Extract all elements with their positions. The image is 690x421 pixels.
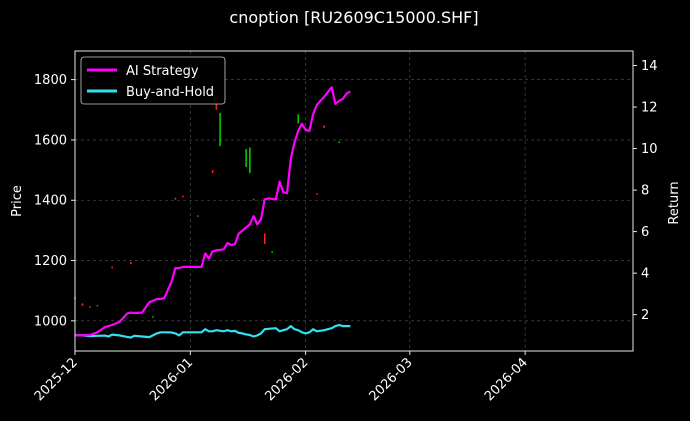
right-tick-label-12: 12 bbox=[641, 101, 658, 116]
legend-label-buy-and-hold: Buy-and-Hold bbox=[126, 85, 214, 100]
price-candle-5 bbox=[130, 262, 132, 265]
x-tick-label-2026-02: 2026-02 bbox=[262, 355, 311, 404]
left-axis-label: Price bbox=[10, 185, 25, 217]
left-tick-label-1000: 1000 bbox=[34, 314, 67, 329]
price-candle-20 bbox=[316, 193, 318, 195]
x-tick-label-2026-01: 2026-01 bbox=[147, 355, 196, 404]
price-candle-18 bbox=[271, 251, 273, 254]
series-lines bbox=[75, 86, 351, 339]
price-candle-10 bbox=[196, 215, 199, 217]
series-line-ai-strategy bbox=[75, 86, 351, 337]
right-tick-label-14: 14 bbox=[641, 59, 658, 74]
price-candle-13 bbox=[219, 112, 221, 146]
x-axis-ticks: 2025-12 2026-01 2026-02 2026-03 2026-04 bbox=[32, 351, 531, 404]
left-axis-ticks: 1000 1200 1400 1600 1800 bbox=[34, 73, 75, 329]
price-candle-8 bbox=[174, 197, 177, 200]
price-candle-16 bbox=[252, 198, 255, 201]
price-candle-22 bbox=[338, 141, 340, 143]
price-candle-12 bbox=[215, 100, 218, 110]
right-axis-ticks: 2 4 6 8 10 12 14 bbox=[633, 59, 658, 323]
price-candle-4 bbox=[111, 266, 113, 269]
chart-title: cnoption [RU2609C15000.SHF] bbox=[229, 8, 478, 27]
left-tick-label-1600: 1600 bbox=[34, 133, 67, 148]
price-candle-15 bbox=[249, 147, 251, 174]
right-axis-label: Return bbox=[667, 181, 682, 224]
plot-frame bbox=[74, 50, 634, 352]
right-tick-label-4: 4 bbox=[641, 267, 649, 282]
x-tick-label-2026-03: 2026-03 bbox=[367, 355, 416, 404]
price-candle-9 bbox=[182, 195, 184, 198]
right-tick-label-10: 10 bbox=[641, 142, 658, 157]
price-candle-3 bbox=[96, 304, 99, 307]
x-tick-label-2026-04: 2026-04 bbox=[482, 355, 531, 404]
price-candle-1 bbox=[81, 303, 84, 306]
price-candle-6 bbox=[152, 316, 154, 318]
right-tick-label-2: 2 bbox=[641, 308, 649, 323]
price-candle-2 bbox=[89, 306, 91, 308]
x-tick-label-2025-12: 2025-12 bbox=[32, 355, 81, 404]
right-tick-label-6: 6 bbox=[641, 225, 649, 240]
right-tick-label-8: 8 bbox=[641, 184, 649, 199]
legend-label-ai-strategy: AI Strategy bbox=[126, 64, 199, 79]
price-candle-14 bbox=[245, 148, 247, 168]
price-candle-11 bbox=[211, 170, 214, 174]
price-candle-21 bbox=[323, 125, 326, 128]
legend: AI Strategy Buy-and-Hold bbox=[80, 56, 226, 105]
left-tick-label-1800: 1800 bbox=[34, 73, 67, 88]
price-candle-17 bbox=[263, 233, 266, 244]
price-candles bbox=[74, 100, 340, 318]
series-line-buy-and-hold bbox=[75, 323, 351, 339]
price-candle-19 bbox=[297, 114, 299, 124]
left-tick-label-1200: 1200 bbox=[34, 254, 67, 269]
left-tick-label-1400: 1400 bbox=[34, 194, 67, 209]
